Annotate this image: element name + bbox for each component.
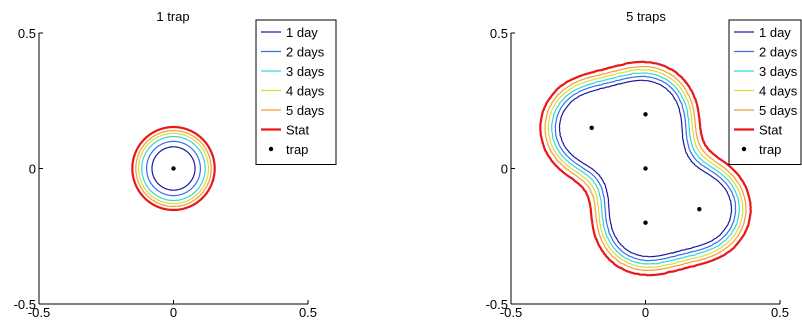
legend-label: 3 days <box>286 64 325 79</box>
trap-point <box>697 206 702 212</box>
x-tick-label: 0 <box>642 305 649 320</box>
contour-group <box>539 60 752 277</box>
contour-group <box>131 125 216 212</box>
contour-3-days <box>550 72 741 265</box>
legend-label: 1 day <box>759 25 791 40</box>
y-tick-label: -0.5 <box>486 297 508 312</box>
legend-swatch-trap <box>268 146 274 152</box>
legend: 1 day 2 days 3 days 4 days 5 days Stat trap <box>255 19 337 165</box>
legend-box <box>255 19 337 165</box>
legend-swatch-trap <box>741 146 747 152</box>
legend-label: Stat <box>759 123 783 138</box>
contour-1-day <box>151 146 196 191</box>
contour-4-days <box>137 132 210 205</box>
legend-label: 5 days <box>759 103 798 118</box>
contour-2-days <box>146 140 201 197</box>
legend-label: 3 days <box>759 64 798 79</box>
trap-markers <box>171 166 176 171</box>
panel-1-trap: 1 trap -0.5 0 0.5 0.5 0 -0.5 1 day 2 days 3 day… <box>14 9 337 320</box>
contour-2-days <box>554 75 737 262</box>
y-tick-label: 0 <box>29 162 36 177</box>
legend-label: Stat <box>286 123 310 138</box>
trap-markers <box>589 112 702 225</box>
legend-label: 5 days <box>286 103 325 118</box>
contour-stat <box>539 60 752 277</box>
legend-label: 2 days <box>286 45 325 60</box>
y-tick-label: 0 <box>501 162 508 177</box>
trap-point <box>589 125 594 131</box>
legend-label: 4 days <box>759 84 798 99</box>
trap-point <box>643 112 648 117</box>
contour-stat <box>131 125 216 212</box>
chart-title: 1 trap <box>156 9 189 24</box>
chart-title: 5 traps <box>626 9 666 24</box>
trap-point <box>171 166 176 171</box>
legend-label: 4 days <box>286 84 325 99</box>
y-tick-label: -0.5 <box>14 297 36 312</box>
panel-5-traps: 5 traps -0.5 0 0.5 0.5 0 -0.5 1 day 2 days 3 da… <box>486 9 802 320</box>
trap-point <box>643 166 648 171</box>
legend-label: trap <box>759 142 781 157</box>
trap-point <box>643 220 648 225</box>
contour-1-day <box>558 79 733 258</box>
legend-label: trap <box>286 142 308 157</box>
y-tick-label: 0.5 <box>18 26 36 41</box>
legend-label: 2 days <box>759 45 798 60</box>
x-tick-label: 0.5 <box>299 305 317 320</box>
legend: 1 day 2 days 3 days 4 days 5 days Stat trap <box>728 19 802 165</box>
contour-4-days <box>547 68 744 269</box>
x-tick-label: -0.5 <box>28 305 50 320</box>
legend-label: 1 day <box>286 25 318 40</box>
contour-5-days <box>135 130 212 207</box>
x-tick-label: 0 <box>170 305 177 320</box>
contour-3-days <box>141 135 206 202</box>
legend-box <box>728 19 802 165</box>
x-tick-label: 0.5 <box>771 305 789 320</box>
contour-5-days <box>544 66 747 271</box>
x-tick-label: -0.5 <box>500 305 522 320</box>
y-tick-label: 0.5 <box>490 26 508 41</box>
